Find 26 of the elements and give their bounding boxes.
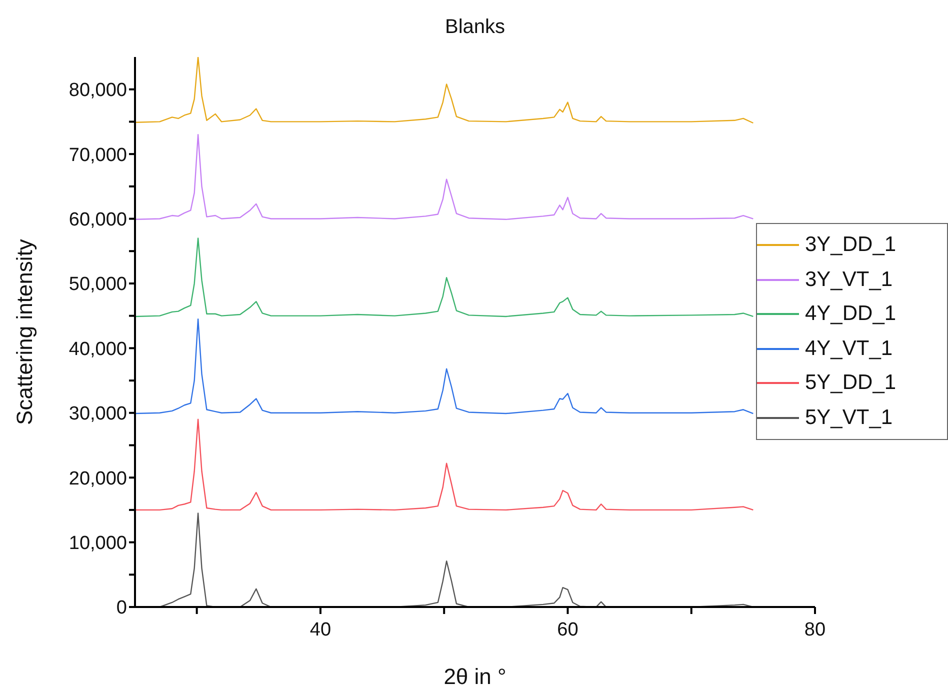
- line-series: [135, 57, 754, 124]
- y-tick-label: 80,000: [68, 80, 127, 102]
- y-tick-label: 30,000: [68, 404, 127, 425]
- y-tick-label: 40,000: [68, 338, 127, 360]
- legend-label: 3Y_VT_1: [805, 268, 893, 292]
- y-tick-label: 10,000: [68, 533, 127, 554]
- legend-label: 5Y_DD_1: [805, 371, 896, 396]
- y-tick-label: 20,000: [68, 468, 127, 490]
- line-series: [135, 418, 754, 511]
- y-tick-label: 60,000: [68, 210, 127, 231]
- line-series: [135, 134, 754, 220]
- legend-label: 3Y_DD_1: [805, 233, 896, 258]
- chart-title: Blanks: [444, 16, 506, 39]
- y-tick-label: 50,000: [68, 274, 127, 296]
- legend-label: 5Y_VT_1: [805, 406, 893, 430]
- line-series: [135, 238, 754, 318]
- line-series: [135, 318, 754, 414]
- y-axis-title: Scattering intensity: [12, 239, 37, 425]
- x-tick-label: 80: [804, 619, 826, 640]
- x-tick-label: 60: [557, 619, 578, 640]
- legend-label: 4Y_DD_1: [805, 302, 896, 326]
- y-tick-label: 70,000: [68, 144, 127, 166]
- x-tick-label: 40: [310, 619, 332, 640]
- x-axis-title: 2θ in °: [444, 664, 506, 689]
- legend-label: 4Y_VT_1: [805, 336, 893, 361]
- y-tick-label: 0: [116, 598, 127, 619]
